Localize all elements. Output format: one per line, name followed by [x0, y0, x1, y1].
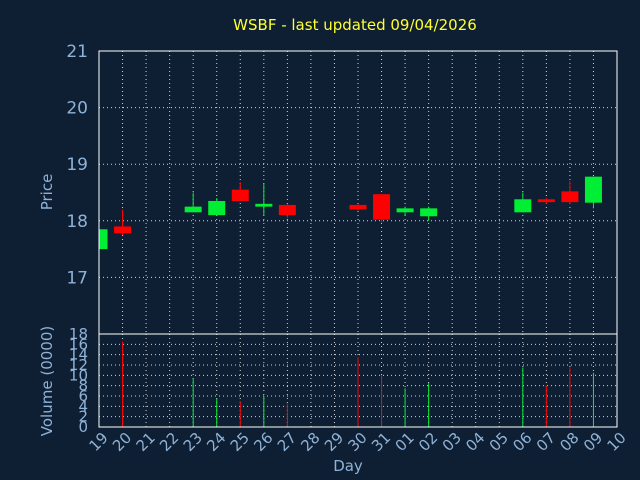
- x-tick-label: 22: [156, 429, 182, 455]
- x-tick-label: 01: [392, 429, 418, 455]
- volume-tick-label: 0: [78, 418, 88, 436]
- volume-frame: [98, 333, 618, 428]
- candle-body: [561, 191, 579, 203]
- volume-tick-label: 2: [78, 408, 88, 426]
- volume-tick-label: 16: [69, 335, 88, 353]
- candle-body: [208, 200, 226, 216]
- x-tick-label: 27: [274, 429, 300, 455]
- x-tick-label: 19: [85, 429, 111, 455]
- price-panel: 17 18 19 20 21 Price: [38, 42, 618, 335]
- x-tick-label: 20: [109, 429, 135, 455]
- candle-body: [537, 199, 555, 203]
- volume-bars: [122, 341, 594, 427]
- price-tick-label: 21: [66, 42, 88, 62]
- candle-body: [514, 199, 532, 213]
- price-grid: [99, 50, 617, 334]
- price-tick-label: 19: [66, 155, 88, 175]
- volume-tick-label: 8: [78, 377, 88, 395]
- candle-body: [584, 176, 602, 203]
- x-tick-label: 07: [533, 429, 559, 455]
- candle-body: [231, 189, 249, 201]
- x-tick-label: 24: [203, 429, 229, 455]
- x-tick-label: 05: [486, 429, 512, 455]
- volume-tick-label: 10: [69, 366, 88, 384]
- price-tick-label: 20: [66, 99, 88, 119]
- x-tick-label: 03: [439, 429, 465, 455]
- price-candles: [98, 176, 602, 250]
- price-tick-label: 18: [66, 212, 88, 232]
- x-tick-label: 25: [227, 429, 253, 455]
- x-tick-label: 28: [297, 429, 323, 455]
- price-tick-labels: 17 18 19 20 21: [66, 42, 88, 288]
- chart-title: WSBF - last updated 09/04/2026: [233, 16, 477, 34]
- x-tick-label: 31: [368, 429, 394, 455]
- x-tick-label: 23: [180, 429, 206, 455]
- x-tick-label: 06: [509, 429, 535, 455]
- x-tick-label: 30: [344, 429, 370, 455]
- x-tick-labels: 1920212223242526272829303101020304050607…: [85, 429, 629, 455]
- candle-body: [255, 203, 273, 207]
- candle-body: [420, 208, 438, 217]
- candle-body: [396, 208, 414, 213]
- candle-body: [373, 194, 391, 220]
- volume-tick-label: 12: [69, 356, 88, 374]
- x-tick-label: 08: [556, 429, 582, 455]
- candle-body: [114, 226, 132, 234]
- x-tick-label: 09: [580, 429, 606, 455]
- volume-tick-label: 14: [69, 346, 88, 364]
- x-tick-label: 26: [250, 429, 276, 455]
- candle-body: [99, 229, 108, 250]
- x-tick-label: 29: [321, 429, 347, 455]
- candle-body: [278, 204, 296, 216]
- x-axis-label: Day: [333, 457, 363, 475]
- x-tick-label: 21: [133, 429, 159, 455]
- volume-tick-label: 18: [69, 325, 88, 343]
- x-tick-label: 02: [415, 429, 441, 455]
- price-tick-label: 17: [66, 268, 88, 288]
- candle-body: [349, 204, 367, 210]
- volume-tick-label: 6: [78, 387, 88, 405]
- volume-axis-label: Volume (0000): [38, 326, 56, 436]
- x-tick-label: 10: [603, 429, 629, 455]
- x-tick-label: 04: [462, 429, 488, 455]
- volume-tick-label: 4: [78, 397, 88, 415]
- candle-body: [184, 206, 202, 213]
- price-axis-label: Price: [38, 174, 56, 211]
